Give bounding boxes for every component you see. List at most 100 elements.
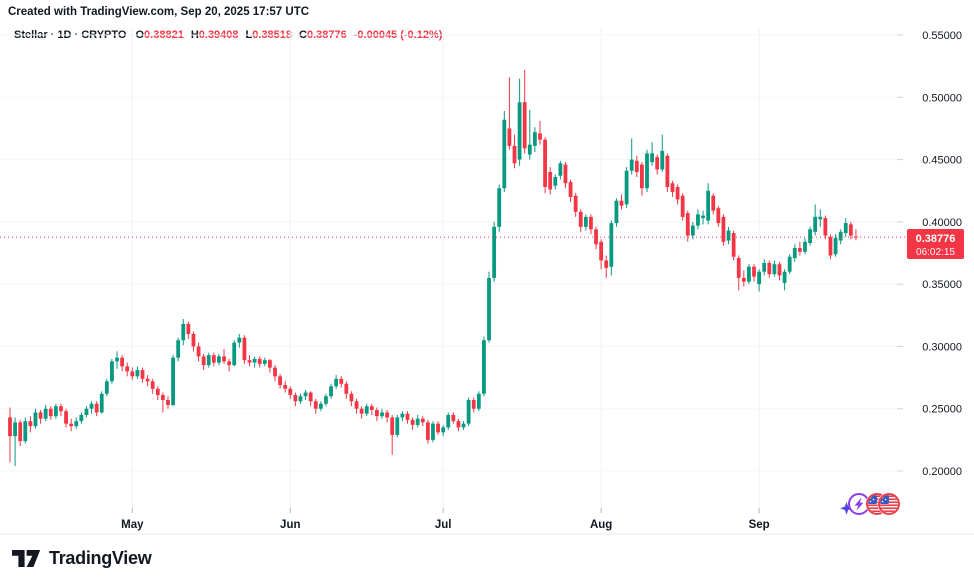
candle [813,204,818,236]
candle [369,403,374,415]
month-label: Aug [590,519,612,531]
candle [461,421,466,430]
candle [395,414,400,438]
candle [843,218,848,237]
candle [84,406,89,418]
candle [298,393,303,404]
tradingview-logo: TradingView [12,548,152,569]
candle [436,421,440,435]
candle [512,134,517,169]
candle [634,155,639,178]
candle [120,355,125,372]
candle [583,214,588,231]
candle [538,120,542,145]
candle [594,226,598,250]
candle [232,340,237,367]
candle [59,403,63,417]
candle [823,215,828,240]
candle [53,403,58,419]
candle [502,110,507,192]
candle [492,221,497,282]
candle [645,149,649,192]
candle [99,391,104,414]
candle [257,356,262,368]
tradingview-logo-icon [12,549,41,567]
candle [553,174,558,190]
candle [629,138,634,175]
candle [655,154,660,175]
candle [604,255,609,278]
candle [313,398,318,414]
attribution-text: Created with TradingView.com, Sep 20, 20… [8,6,310,18]
candle [721,214,726,246]
sparkle-icon [840,502,853,515]
candle [196,342,201,362]
candle [675,184,680,205]
candle [650,142,654,166]
candle [385,409,390,423]
price-gridlines [0,34,905,472]
candle [390,414,395,455]
candle [431,421,435,443]
candle [288,386,293,399]
month-label: Sep [749,519,770,531]
candle [339,376,344,388]
candle [619,194,624,210]
candle [848,221,853,240]
month-label: May [121,519,144,531]
candle [818,209,823,227]
candle [792,244,797,262]
candle [145,375,150,387]
candle [349,391,354,407]
candle [787,254,792,275]
candle [8,407,12,463]
candle [64,408,68,428]
candle [599,239,604,270]
price-axis-label: 0.50000 [922,92,962,104]
candle [135,366,140,379]
candle [176,337,181,362]
price-axis-label: 0.20000 [922,466,962,478]
tradingview-logo-text: TradingView [49,548,152,568]
candle [410,417,415,430]
candle [741,270,746,287]
candle [731,230,736,261]
candle [482,336,486,397]
candle [18,419,23,447]
candle [206,352,211,368]
us-flag-coin-icon-2 [877,492,901,516]
candle [451,412,456,424]
candle [33,408,38,429]
candle [140,367,145,383]
price-axis-label: 0.35000 [922,279,962,291]
candle [614,198,619,227]
candle [573,193,578,217]
price-axis-label: 0.25000 [922,404,962,416]
candle [334,375,339,389]
candle [711,193,716,215]
candle [48,406,53,420]
last-price-value: 0.38776 [915,232,956,245]
candle [171,355,175,407]
last-price-badge: 0.38776 06:02:15 [907,229,964,259]
month-label: Jun [280,519,300,531]
candle [425,419,430,444]
candle [456,418,461,432]
candle [716,205,721,227]
candle [752,264,756,282]
candle [79,412,84,424]
candle [487,271,491,343]
candle [701,210,705,225]
countdown-timer: 06:02:15 [916,246,955,258]
candle [706,183,711,225]
price-axis-label: 0.40000 [922,217,962,229]
candle [354,398,359,414]
candle [854,229,858,241]
candle [125,362,130,377]
candle [89,401,94,414]
candle [405,411,410,424]
candle [782,269,787,291]
candle [150,378,155,394]
candle [191,331,196,352]
